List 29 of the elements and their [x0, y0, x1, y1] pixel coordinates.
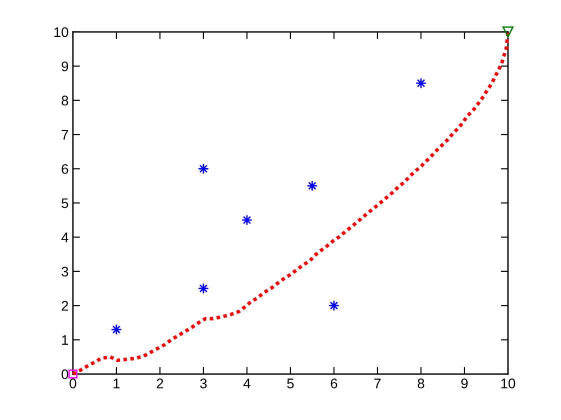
x-tick-label: 5 [287, 378, 294, 388]
y-tick-label: 4 [61, 232, 68, 242]
point [110, 324, 122, 336]
point [241, 214, 253, 226]
y-tick-label: 7 [62, 130, 68, 140]
y-tick-label: 10 [54, 27, 68, 38]
x-tick-label: 1 [114, 378, 120, 388]
y-tick-label: 6 [62, 164, 68, 174]
point [415, 78, 427, 89]
x-tick-label: 3 [200, 378, 207, 388]
x-tick-label: 2 [156, 378, 164, 388]
x-tick-label: 9 [461, 378, 468, 388]
x-tick-label: 0 [70, 378, 76, 388]
point [198, 163, 210, 174]
x-tick-label: 4 [243, 378, 250, 388]
x-tick-label: 7 [374, 378, 381, 388]
x-tick-label: 8 [418, 378, 424, 388]
x-tick-label: 6 [330, 378, 338, 388]
point [198, 282, 210, 294]
y-tick-label: 5 [62, 198, 68, 208]
y-tick-label: 1 [62, 335, 68, 345]
point [328, 300, 340, 312]
y-tick-label: 0 [62, 369, 68, 380]
y-tick-label: 2 [62, 300, 68, 311]
y-tick-label: 3 [62, 266, 68, 277]
y-tick-label: 8 [62, 96, 68, 106]
point [306, 180, 318, 192]
x-tick-label: 10 [501, 378, 516, 388]
y-tick-label: 9 [62, 61, 68, 72]
